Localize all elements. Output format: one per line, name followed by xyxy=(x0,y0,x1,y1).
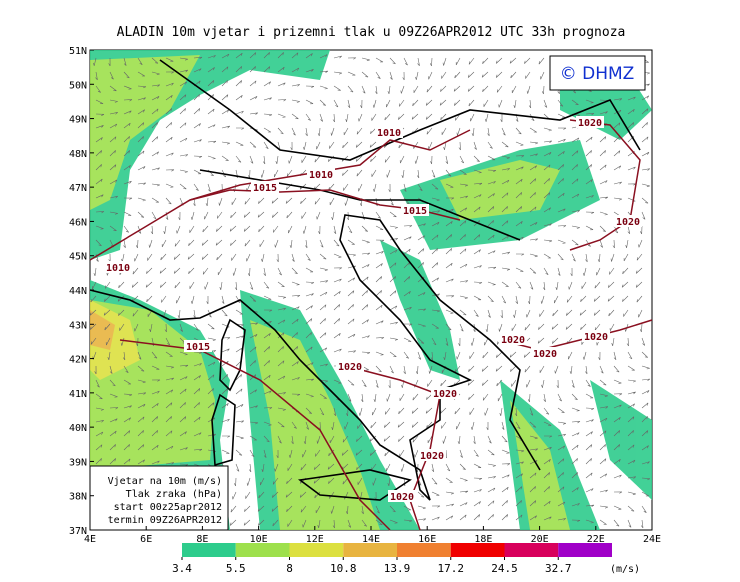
lat-label: 37N xyxy=(69,526,87,537)
lat-label: 42N xyxy=(69,355,87,366)
lat-label: 49N xyxy=(69,115,87,126)
isobar-label-bg xyxy=(614,215,642,227)
isobar-label-bg xyxy=(401,204,429,216)
isobar-label: 1015 xyxy=(403,206,427,217)
lon-label: 22E xyxy=(587,534,605,545)
lon-label: 24E xyxy=(643,534,661,545)
isobar-label-bg xyxy=(582,330,610,342)
isobar-label: 1020 xyxy=(578,118,602,129)
lat-label: 40N xyxy=(69,423,87,434)
lon-label: 12E xyxy=(306,534,324,545)
colorbar-segment xyxy=(343,543,397,557)
lat-label: 45N xyxy=(69,252,87,263)
lat-label: 47N xyxy=(69,183,87,194)
colorbar-label: 32.7 xyxy=(545,562,572,575)
isobar-label: 1010 xyxy=(309,170,333,181)
axes: 51N 50N 49N 48N 47N 46N 45N 44N 43N 42N 41N 40N 39N 3… xyxy=(69,46,661,545)
isobar-label-bg xyxy=(307,168,335,180)
isobar-label-bg xyxy=(431,387,459,399)
isobar-label: 1020 xyxy=(433,389,457,400)
colorbar-segment xyxy=(289,543,344,557)
isobar-label: 1020 xyxy=(616,217,640,228)
logo-box xyxy=(549,55,646,91)
lon-label: 10E xyxy=(250,534,268,545)
isobar-label-bg xyxy=(104,261,132,273)
lat-label: 43N xyxy=(69,320,87,331)
isobar-label-bg xyxy=(388,490,416,502)
legend-text: Vjetar na 10m (m/s) Tlak zraka (hPa) start… xyxy=(108,476,222,526)
isobar-label: 1010 xyxy=(377,128,401,139)
colorbar-segment xyxy=(558,543,612,557)
isobar-label: 1020 xyxy=(533,349,557,360)
colorbar-label: 3.4 xyxy=(172,562,192,575)
lat-label: 51N xyxy=(69,46,87,57)
isobar-label: 1010 xyxy=(106,263,130,274)
colorbar-label: 8 xyxy=(286,562,293,575)
lon-label: 6E xyxy=(140,534,152,545)
lon-label: 14E xyxy=(362,534,380,545)
colorbar-label: 10.8 xyxy=(330,562,357,575)
lat-label: 44N xyxy=(69,286,87,297)
isobar-label: 1015 xyxy=(253,183,277,194)
lat-label: 41N xyxy=(69,389,87,400)
lon-label: 4E xyxy=(84,534,96,545)
colorbar-unit: (m/s) xyxy=(610,564,640,575)
isobar-label: 1020 xyxy=(338,362,362,373)
colorbar: 3.4 5.5 8 10.8 13.9 17.2 24.5 32.7 (m/s) xyxy=(172,543,640,575)
isobar-label: 1020 xyxy=(584,332,608,343)
isobar-label: 1015 xyxy=(186,342,210,353)
colorbar-segment xyxy=(504,543,559,557)
legend-line: start 00z25apr2012 xyxy=(114,502,222,513)
isobar-label-bg xyxy=(576,116,604,128)
lon-label: 16E xyxy=(418,534,436,545)
legend-line: termin 09Z26APR2012 xyxy=(108,515,222,526)
coastlines xyxy=(89,59,641,501)
lat-label: 46N xyxy=(69,217,87,228)
lat-label: 48N xyxy=(69,149,87,160)
isobar-label-bg xyxy=(375,126,403,138)
colorbar-segment xyxy=(182,543,236,557)
lon-label: 20E xyxy=(531,534,549,545)
logo: © DHMZ xyxy=(560,64,635,84)
lat-label: 50N xyxy=(69,80,87,91)
isobar-label-bg xyxy=(531,347,559,359)
colorbar-label: 24.5 xyxy=(491,562,518,575)
isobar-label-bg xyxy=(251,181,279,193)
lat-label: 38N xyxy=(69,492,87,503)
colorbar-segment xyxy=(397,543,451,557)
colorbar-label: 13.9 xyxy=(384,562,411,575)
isobar-label-bg xyxy=(336,360,364,372)
legend-box xyxy=(89,465,229,531)
lon-label: 18E xyxy=(474,534,492,545)
isobar-labels: 1010 1010 1010 1015 1015 1015 1020 1020 1020 1020… xyxy=(104,116,642,503)
lon-label: 8E xyxy=(196,534,208,545)
isobar-label: 1020 xyxy=(420,451,444,462)
colorbar-label: 5.5 xyxy=(226,562,246,575)
isobar-label-bg xyxy=(184,340,212,352)
legend-line: Vjetar na 10m (m/s) xyxy=(108,476,222,487)
isobar-label-bg xyxy=(499,333,527,345)
colorbar-label: 17.2 xyxy=(438,562,465,575)
colorbar-segment xyxy=(235,543,290,557)
isobar-label: 1020 xyxy=(501,335,525,346)
legend-line: Tlak zraka (hPa) xyxy=(126,489,222,500)
title: ALADIN 10m vjetar i prizemni tlak u 09Z2… xyxy=(117,25,626,40)
isobar-label: 1020 xyxy=(390,492,414,503)
lat-label: 39N xyxy=(69,457,87,468)
isobar-label-bg xyxy=(418,449,446,461)
colorbar-segment xyxy=(450,543,505,557)
